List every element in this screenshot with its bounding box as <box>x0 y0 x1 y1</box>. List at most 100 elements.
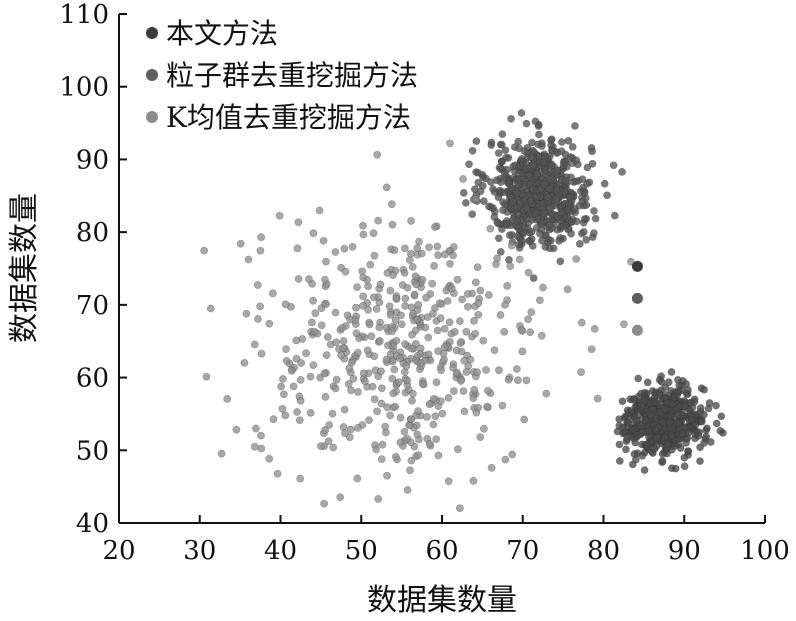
cluster-point-2 <box>474 299 483 308</box>
legend-label-pso: 粒子群去重挖掘方法 <box>166 59 418 92</box>
cluster-point-2 <box>407 344 416 353</box>
cluster-point-2 <box>506 262 515 271</box>
cluster-point-2 <box>501 455 510 464</box>
cluster-point-0 <box>538 142 546 150</box>
cluster-point-2 <box>418 379 427 388</box>
x-tick-label: 50 <box>345 536 378 566</box>
cluster-point-2 <box>536 296 544 305</box>
x-tick-label: 20 <box>102 536 135 566</box>
cluster-point-0 <box>545 221 554 230</box>
cluster-point-2 <box>373 150 382 159</box>
cluster-point-2 <box>364 282 372 291</box>
cluster-point-2 <box>256 246 265 255</box>
cluster-point-2 <box>408 330 416 339</box>
cluster-point-0 <box>507 114 515 123</box>
cluster-point-0 <box>575 239 584 248</box>
cluster-point-2 <box>397 320 406 329</box>
cluster-point-2 <box>386 411 394 420</box>
cluster-point-2 <box>338 324 346 332</box>
cluster-point-2 <box>257 431 265 440</box>
cluster-point-0 <box>556 257 565 266</box>
cluster-point-0 <box>472 137 481 146</box>
cluster-point-0 <box>555 236 563 245</box>
cluster-point-2 <box>430 262 438 270</box>
cluster-point-2 <box>507 241 516 250</box>
cluster-point-0 <box>494 234 503 243</box>
cluster-point-2 <box>418 275 427 284</box>
cluster-point-0 <box>529 274 538 282</box>
cluster-point-1 <box>643 442 652 451</box>
cluster-point-2 <box>320 275 329 284</box>
cluster-point-2 <box>433 326 442 335</box>
cluster-point-2 <box>462 368 471 376</box>
cluster-point-2 <box>453 445 462 454</box>
cluster-point-0 <box>514 169 523 178</box>
cluster-point-0 <box>567 217 576 226</box>
cluster-point-0 <box>553 166 562 175</box>
cluster-point-1 <box>682 380 691 388</box>
cluster-point-1 <box>655 375 664 384</box>
cluster-point-2 <box>414 407 422 415</box>
cluster-point-0 <box>528 215 536 224</box>
cluster-point-2 <box>517 325 526 334</box>
cluster-point-1 <box>655 408 664 416</box>
cluster-point-0 <box>567 173 575 182</box>
cluster-point-1 <box>638 451 647 460</box>
cluster-point-2 <box>520 415 529 424</box>
cluster-point-2 <box>278 404 287 413</box>
cluster-point-1 <box>634 374 643 383</box>
cluster-point-2 <box>577 368 585 377</box>
cluster-point-0 <box>468 146 477 155</box>
cluster-point-2 <box>292 336 301 345</box>
cluster-point-1 <box>696 404 705 412</box>
cluster-point-2 <box>403 434 412 443</box>
cluster-point-0 <box>494 149 503 157</box>
cluster-point-0 <box>533 170 542 179</box>
cluster-point-2 <box>302 349 310 358</box>
cluster-point-1 <box>632 416 641 425</box>
cluster-point-2 <box>277 382 285 391</box>
cluster-point-2 <box>395 354 404 363</box>
cluster-point-2 <box>391 316 400 325</box>
cluster-point-2 <box>411 339 420 348</box>
cluster-point-0 <box>579 227 588 236</box>
cluster-point-0 <box>600 179 609 188</box>
cluster-point-0 <box>487 203 495 211</box>
cluster-point-2 <box>364 305 372 314</box>
cluster-point-2 <box>253 281 262 289</box>
cluster-point-2 <box>278 375 287 383</box>
cluster-point-2 <box>341 267 350 276</box>
cluster-point-2 <box>282 345 290 353</box>
cluster-point-2 <box>455 504 464 513</box>
cluster-point-0 <box>518 237 527 245</box>
cluster-point-2 <box>373 407 381 416</box>
cluster-point-2 <box>265 454 274 463</box>
cluster-point-1 <box>637 422 645 431</box>
cluster-point-2 <box>402 361 411 370</box>
cluster-point-1 <box>651 426 660 434</box>
cluster-point-0 <box>583 163 592 172</box>
cluster-point-2 <box>346 425 355 434</box>
cluster-point-2 <box>473 263 482 272</box>
cluster-point-2 <box>407 415 416 424</box>
cluster-point-0 <box>559 221 568 230</box>
cluster-point-2 <box>351 315 360 324</box>
x-tick-label: 90 <box>668 536 701 566</box>
cluster-point-2 <box>268 289 277 298</box>
cluster-point-2 <box>394 378 403 386</box>
legend-item-benwen: 本文方法 <box>146 17 278 50</box>
cluster-point-1 <box>674 411 683 419</box>
cluster-point-0 <box>507 183 516 192</box>
cluster-point-0 <box>610 211 619 220</box>
cluster-point-2 <box>383 269 392 277</box>
cluster-point-2 <box>311 309 320 318</box>
cluster-point-0 <box>578 175 587 184</box>
cluster-point-1 <box>678 429 687 438</box>
cluster-point-2 <box>526 328 535 337</box>
cluster-point-2 <box>434 451 443 460</box>
cluster-point-1 <box>622 445 630 454</box>
cluster-point-2 <box>386 286 395 295</box>
cluster-point-2 <box>273 469 282 478</box>
cluster-points <box>200 109 727 513</box>
